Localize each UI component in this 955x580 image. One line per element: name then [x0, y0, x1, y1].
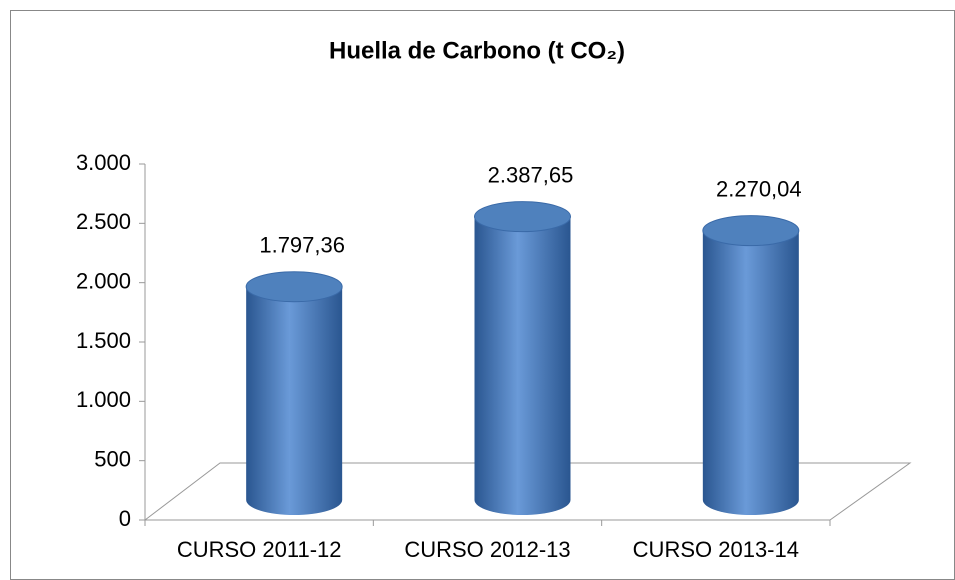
y-tick-label: 2.000: [76, 268, 131, 293]
bar-top: [245, 271, 343, 303]
y-tick-label: 500: [94, 446, 131, 471]
bar-top: [474, 201, 571, 233]
y-tick-label: 0: [119, 506, 131, 531]
bar: [474, 216, 571, 516]
x-tick-label: CURSO 2013-14: [633, 537, 799, 562]
y-tick-label: 3.000: [76, 150, 131, 175]
y-tick-label: 1.000: [76, 387, 131, 412]
bar: [246, 286, 343, 516]
chart-title: Huella de Carbono (t CO₂): [329, 37, 625, 64]
x-tick-label: CURSO 2012-13: [404, 537, 570, 562]
value-label: 1.797,36: [259, 233, 345, 258]
y-tick-label: 1.500: [76, 328, 131, 353]
value-label: 2.270,04: [716, 176, 802, 201]
value-label: 2.387,65: [488, 162, 574, 187]
x-tick-label: CURSO 2011-12: [177, 537, 342, 562]
bar: [702, 230, 799, 516]
bar-top: [702, 215, 800, 247]
y-tick-label: 2.500: [76, 209, 131, 234]
